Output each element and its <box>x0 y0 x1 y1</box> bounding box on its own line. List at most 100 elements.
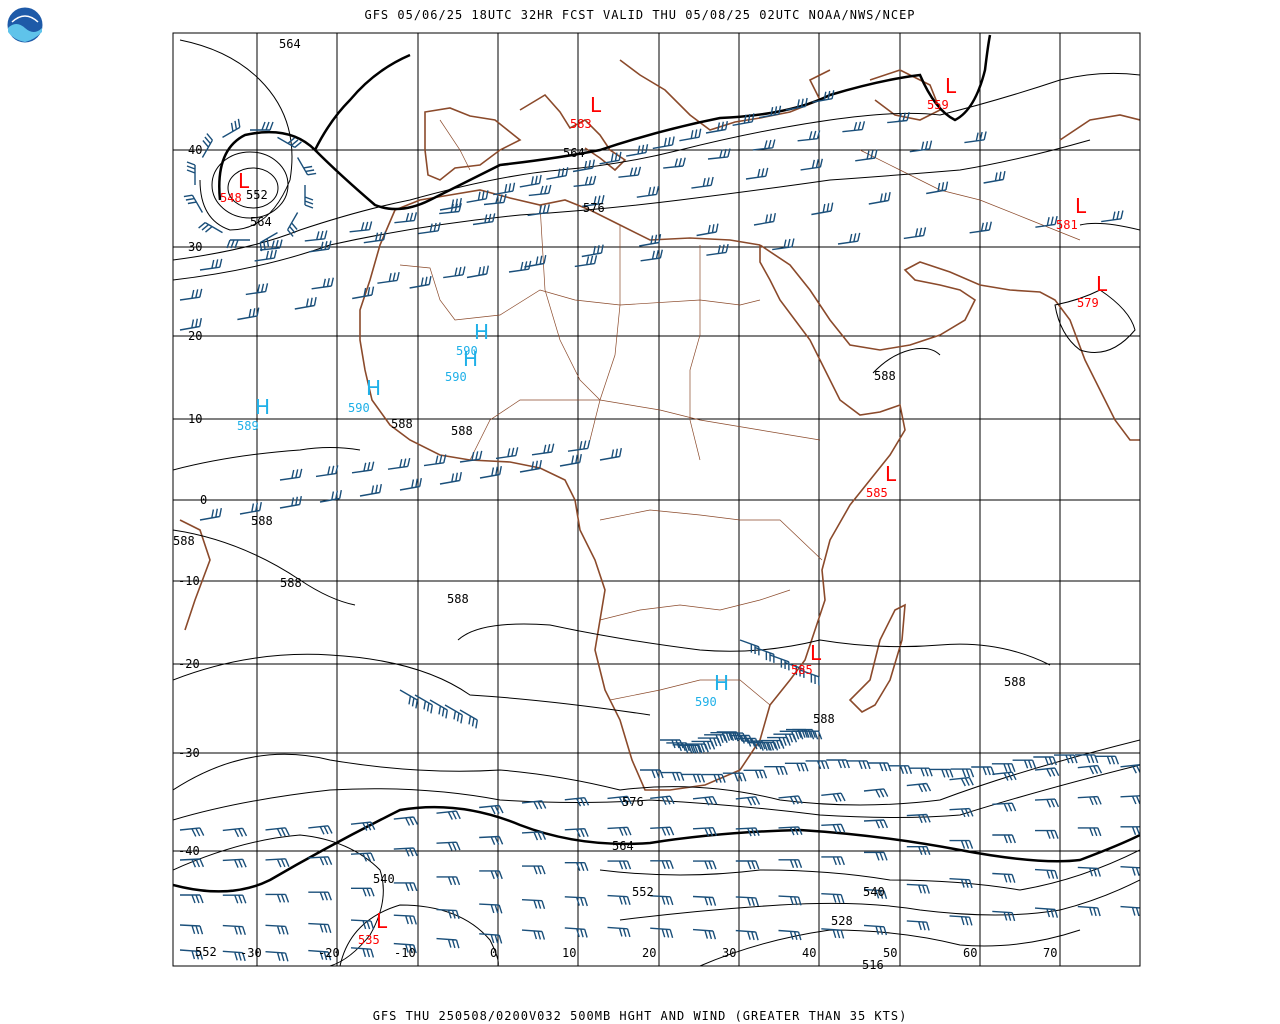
wind-barb <box>764 766 788 775</box>
contour-label: 564 <box>563 146 585 160</box>
wind-barb <box>1120 826 1140 836</box>
contour-label: 588 <box>813 712 835 726</box>
lat-label: -20 <box>178 657 200 671</box>
wind-barb <box>351 461 375 474</box>
wind-barb <box>949 915 973 926</box>
wind-barb <box>743 769 768 779</box>
wind-barb <box>399 689 418 709</box>
wind-barb <box>837 232 861 245</box>
wind-barb <box>903 227 927 240</box>
wind-barb <box>769 654 790 671</box>
map-footer-title: GFS THU 250508/0200V032 500MB HGHT AND W… <box>372 1009 908 1023</box>
wind-barb <box>906 883 930 894</box>
lon-label: 40 <box>802 946 816 960</box>
low-value: 583 <box>570 117 592 131</box>
wind-barb <box>393 914 417 925</box>
wind-barb <box>436 908 460 920</box>
wind-barb <box>265 858 290 868</box>
wind-barb <box>439 203 462 215</box>
wind-barb <box>179 827 205 837</box>
wind-barb <box>351 887 375 897</box>
lat-label: 0 <box>200 493 207 507</box>
wind-barb <box>735 860 760 870</box>
contour-label: 564 <box>279 37 301 51</box>
lat-label: 10 <box>188 412 202 426</box>
wind-barb <box>992 910 1016 922</box>
wind-barb <box>483 193 507 206</box>
contour-label: 576 <box>583 201 605 215</box>
wind-barb <box>179 317 202 331</box>
wind-barb <box>393 942 417 954</box>
wind-barb <box>527 204 550 217</box>
wind-barb <box>466 190 489 203</box>
wind-barb <box>521 929 546 940</box>
low-pressure-centers: L 548 L 583 L 559 L 581 L 579 L 585 L 58… <box>220 74 1108 947</box>
wind-barb <box>707 148 731 160</box>
wind-barb <box>906 813 931 824</box>
wind-barb <box>573 175 597 187</box>
wind-barb <box>1034 798 1060 808</box>
wind-barb <box>732 113 755 126</box>
wind-barb <box>418 222 441 235</box>
coastline <box>179 59 1140 791</box>
wind-barb <box>821 792 846 803</box>
wind-barb <box>821 893 845 904</box>
wind-barb <box>745 167 769 180</box>
wind-barb <box>929 768 954 778</box>
lon-label: 50 <box>883 946 897 960</box>
wind-barb <box>855 149 878 162</box>
wind-barb <box>581 244 604 258</box>
wind-barb <box>626 144 649 157</box>
wind-barb <box>681 773 706 783</box>
wind-barbs <box>179 90 1140 962</box>
low-symbol: L <box>810 641 822 665</box>
wind-barb <box>179 949 204 960</box>
wind-barb <box>311 277 334 290</box>
wind-barb <box>479 903 503 914</box>
wind-barb <box>479 933 503 944</box>
wind-barb <box>785 97 808 111</box>
wind-barb <box>797 130 821 142</box>
wind-barb <box>1095 755 1120 765</box>
wind-barb <box>319 489 342 503</box>
wind-barb <box>564 927 588 938</box>
contour-label: 576 <box>622 795 644 809</box>
low-value: 548 <box>220 191 242 205</box>
wind-barb <box>183 194 204 213</box>
wind-barb <box>779 730 804 740</box>
wind-barb <box>1077 795 1102 806</box>
contour-label: 588 <box>447 592 469 606</box>
low-symbol: L <box>590 93 602 117</box>
wind-barb <box>754 646 775 663</box>
wind-barb <box>519 174 542 188</box>
wind-barb <box>741 740 766 750</box>
contour-label: 588 <box>251 514 273 528</box>
wind-barb <box>863 788 889 798</box>
wind-barb <box>847 760 871 770</box>
wind-barb <box>199 258 223 271</box>
wind-barb <box>222 827 248 838</box>
wind-barb <box>564 862 589 871</box>
wind-barb <box>296 157 317 176</box>
wind-barb <box>179 858 205 868</box>
wind-barb <box>909 767 933 777</box>
wind-barb <box>582 195 605 207</box>
wind-barb <box>821 928 845 939</box>
lon-label: 60 <box>963 946 977 960</box>
wind-barb <box>863 819 889 829</box>
lon-label: 10 <box>562 946 576 960</box>
wind-barb <box>294 296 317 310</box>
wind-barb <box>436 810 461 820</box>
contour-label: 552 <box>632 885 654 899</box>
low-value: 559 <box>927 98 949 112</box>
wind-barb <box>1077 905 1101 917</box>
high-symbol: H <box>255 395 270 419</box>
wind-barb <box>387 457 411 470</box>
wind-barb <box>359 483 382 497</box>
wind-barb <box>735 896 759 907</box>
wind-barb <box>508 260 532 273</box>
wind-barb <box>459 709 478 729</box>
lon-label: -20 <box>318 946 340 960</box>
wind-barb <box>279 495 302 509</box>
wind-barb <box>887 112 910 124</box>
